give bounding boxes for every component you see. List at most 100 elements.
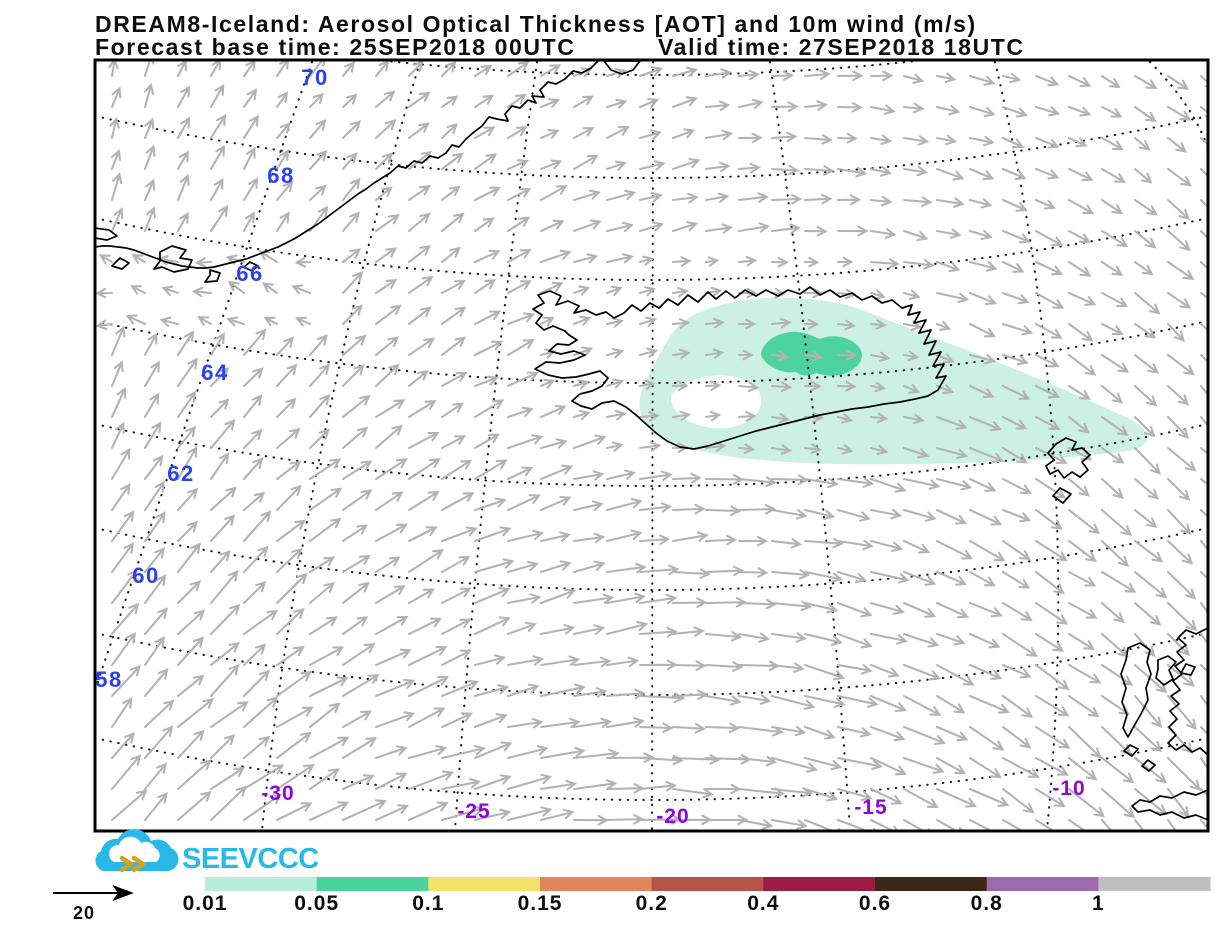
wind-arrow <box>1166 694 1197 731</box>
wind-arrow <box>374 491 404 512</box>
legend-color-swatch <box>875 877 988 891</box>
wind-arrow <box>572 219 602 233</box>
wind-arrow <box>539 316 555 327</box>
wind-arrow <box>308 801 350 822</box>
wind-arrow <box>209 701 249 729</box>
wind-arrow <box>836 101 863 113</box>
wind-arrow <box>440 587 472 605</box>
wind-arrow <box>374 213 400 233</box>
wind-arrow <box>407 61 424 78</box>
wind-arrow <box>440 122 458 140</box>
wind-arrow <box>968 756 1002 779</box>
wind-arrow <box>869 195 893 207</box>
wind-arrow <box>440 745 486 760</box>
wind-arrow <box>308 61 326 78</box>
wind-arrow <box>194 257 213 268</box>
wind-arrow <box>242 491 266 512</box>
wind-arrow <box>704 722 741 734</box>
wind-arrow <box>242 764 285 791</box>
wind-arrow <box>176 116 190 140</box>
wind-arrow <box>539 588 576 605</box>
wind-arrow <box>539 495 572 512</box>
wind-arrow <box>143 178 156 202</box>
wind-arrow <box>605 317 624 328</box>
legend-color-swatch <box>428 877 541 891</box>
wind-arrow <box>407 185 431 202</box>
wind-arrow <box>1001 446 1028 464</box>
wind-arrow <box>1067 725 1102 759</box>
wind-arrow <box>836 350 858 361</box>
wind-arrow <box>1034 167 1060 180</box>
wind-arrow <box>143 574 167 605</box>
wind-arrow <box>704 192 730 203</box>
aot-contour-light <box>639 297 1148 465</box>
wind-arrow <box>506 560 540 574</box>
graticule <box>96 61 1207 830</box>
wind-arrow <box>110 172 123 202</box>
wind-arrow <box>572 687 608 698</box>
wind-arrow <box>770 569 811 580</box>
wind-arrow <box>1166 198 1190 221</box>
wind-arrow <box>803 725 836 740</box>
wind-arrow <box>803 787 839 802</box>
wind-arrow <box>407 645 448 667</box>
wind-arrow <box>131 254 147 264</box>
wind-arrow <box>308 646 345 667</box>
wind-arrow <box>737 318 757 330</box>
wind-arrow <box>407 369 429 388</box>
wind-arrow <box>836 225 869 237</box>
wind-arrow <box>242 328 267 357</box>
wind-arrow <box>902 350 920 362</box>
wind-arrow <box>263 316 279 327</box>
wind-arrow <box>968 787 1010 807</box>
wind-arrow <box>770 412 790 424</box>
wind-arrow <box>506 187 532 202</box>
wind-arrow <box>176 85 190 109</box>
wind-arrow <box>341 555 371 574</box>
wind-arrow <box>737 192 769 203</box>
wind-arrow <box>242 793 283 822</box>
wind-arrow <box>242 545 269 574</box>
wind-arrow <box>143 791 168 822</box>
wind-arrow <box>440 618 472 636</box>
wind-arrow <box>572 500 604 512</box>
wind-arrow <box>242 669 270 698</box>
wind-arrow <box>1067 663 1102 684</box>
wind-arrow <box>539 746 586 760</box>
wind-arrow <box>407 306 432 326</box>
map-area <box>96 61 1207 830</box>
wind-arrow <box>125 314 147 326</box>
wind-arrow <box>968 260 998 272</box>
wind-arrow <box>341 799 388 822</box>
wind-arrow <box>737 98 764 110</box>
wind-arrow <box>1166 260 1195 281</box>
wind-arrow <box>935 818 963 830</box>
wind-arrow <box>209 766 246 791</box>
meridian-line <box>993 61 1060 830</box>
wind-arrow <box>1133 818 1144 830</box>
wind-arrow <box>770 444 793 455</box>
wind-arrow <box>1100 415 1129 437</box>
wind-arrow <box>191 286 213 298</box>
wind-arrow <box>1067 601 1098 619</box>
wind-arrow <box>638 534 671 545</box>
wind-arrow <box>242 211 255 233</box>
wind-arrow <box>110 731 135 760</box>
wind-arrow <box>836 601 873 618</box>
wind-arrow <box>308 616 338 636</box>
wind-arrow <box>1034 353 1060 368</box>
wind-arrow <box>704 631 743 642</box>
wind-reference-arrow-icon <box>53 884 134 902</box>
wind-arrow <box>143 61 155 78</box>
lon-label: -25 <box>457 800 490 823</box>
wind-arrow <box>737 349 754 361</box>
wind-arrow <box>1034 787 1066 808</box>
wind-arrow <box>572 717 613 729</box>
wind-arrow <box>737 504 777 515</box>
wind-arrow <box>1067 384 1091 401</box>
wind-arrow <box>671 256 692 267</box>
wind-arrow <box>110 696 133 729</box>
wind-arrow <box>803 100 828 111</box>
wind-arrow <box>506 159 529 171</box>
lat-label: 58 <box>95 667 122 692</box>
